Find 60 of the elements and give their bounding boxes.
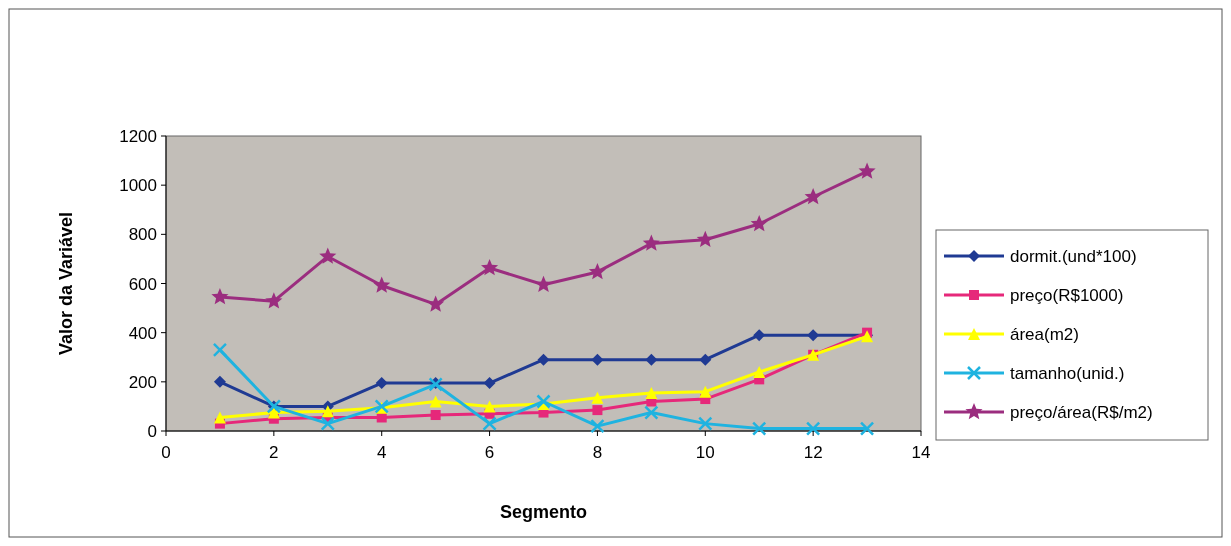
- point: [481, 259, 499, 276]
- x-tick-label: 12: [803, 443, 823, 462]
- point: [699, 353, 712, 366]
- point: [483, 377, 496, 390]
- point: [212, 342, 228, 358]
- point: [265, 292, 283, 309]
- point: [213, 411, 226, 424]
- point: [859, 421, 875, 436]
- x-tick-label: 0: [161, 443, 171, 462]
- legend-label: preço/área(R$/m2): [1010, 403, 1153, 422]
- point: [696, 230, 714, 248]
- point: [429, 395, 442, 408]
- point: [644, 405, 659, 420]
- point: [592, 405, 603, 416]
- x-tick-label: 14: [911, 443, 931, 462]
- point: [805, 421, 821, 436]
- x-tick-label: 10: [695, 443, 715, 462]
- point: [590, 418, 605, 434]
- legend-label: área(m2): [1010, 325, 1079, 344]
- x-tick-label: 8: [592, 443, 603, 462]
- point: [537, 353, 550, 366]
- point: [642, 234, 660, 251]
- point: [321, 405, 334, 418]
- x-axis-title: Segmento: [499, 502, 588, 522]
- point: [430, 410, 441, 421]
- point: [427, 295, 445, 312]
- y-tick-label: 400: [128, 323, 157, 343]
- y-tick-label: 600: [128, 274, 157, 294]
- point: [591, 353, 604, 366]
- point: [591, 391, 604, 404]
- x-tick-label: 4: [376, 443, 387, 462]
- x-tick-label: 6: [484, 443, 495, 462]
- y-tick-label: 1000: [119, 176, 157, 196]
- point: [483, 400, 496, 413]
- legend-label: preço(R$1000): [1010, 286, 1124, 305]
- point: [750, 215, 768, 232]
- point: [698, 416, 713, 431]
- point: [753, 366, 766, 378]
- y-tick-label: 800: [128, 225, 157, 245]
- y-axis-title: Valor da Variável: [56, 211, 76, 356]
- point: [211, 288, 229, 305]
- point: [699, 385, 712, 398]
- point: [319, 247, 337, 264]
- point: [482, 416, 497, 431]
- legend-label: dormit.(und*100): [1010, 247, 1137, 266]
- point: [645, 386, 658, 399]
- point: [858, 162, 876, 179]
- point: [751, 421, 767, 436]
- point: [213, 375, 226, 388]
- point: [373, 276, 391, 293]
- point: [804, 187, 822, 205]
- point: [375, 377, 388, 390]
- y-tick-label: 0: [147, 422, 157, 441]
- point: [320, 416, 336, 431]
- x-tick-label: 2: [269, 443, 279, 462]
- point: [588, 262, 606, 280]
- point: [645, 353, 658, 366]
- legend-label: tamanho(unid.): [1010, 364, 1125, 383]
- y-tick-label: 1200: [119, 127, 157, 146]
- y-tick-label: 200: [128, 372, 157, 392]
